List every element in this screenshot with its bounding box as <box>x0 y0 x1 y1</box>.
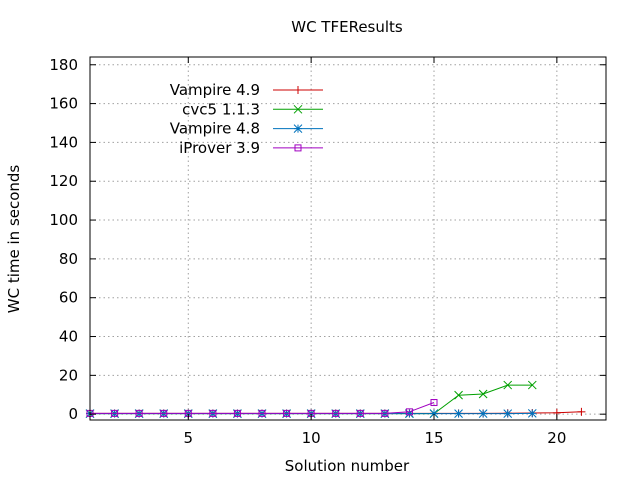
data-point <box>527 409 537 418</box>
y-axis-label: WC time in seconds <box>5 165 23 314</box>
marker-stroke <box>293 104 303 114</box>
data-point <box>111 409 119 417</box>
x-axis-label: Solution number <box>285 457 410 475</box>
marker-stroke <box>356 409 364 417</box>
axis-ticks: 0 20 40 60 80 100 120 140 160 180 5 10 15 20 <box>49 56 606 447</box>
marker-stroke <box>160 409 168 417</box>
marker-stroke <box>429 409 439 418</box>
data-point <box>405 408 413 416</box>
data-point <box>283 409 291 417</box>
data-point <box>454 409 463 418</box>
marker-stroke <box>381 409 389 417</box>
legend-marker <box>294 144 302 152</box>
x-tick-label: 10 <box>302 429 321 447</box>
y-tick-label: 120 <box>49 172 78 190</box>
legend-marker <box>293 104 303 114</box>
series-layer <box>85 380 586 418</box>
data-point <box>209 409 217 417</box>
marker-stroke <box>233 409 241 417</box>
data-point <box>430 399 438 407</box>
data-point <box>160 409 168 417</box>
y-tick-label: 20 <box>59 366 78 384</box>
marker-stroke <box>527 380 537 390</box>
y-tick-label: 100 <box>49 211 78 229</box>
data-point <box>381 409 389 417</box>
marker-stroke <box>454 390 463 400</box>
marker-stroke <box>478 409 488 418</box>
data-point <box>258 409 266 417</box>
legend-label: Vampire 4.9 <box>170 81 260 99</box>
data-point <box>332 409 340 417</box>
data-point <box>503 380 513 390</box>
marker-stroke <box>332 409 340 417</box>
data-point <box>478 409 488 418</box>
marker-stroke <box>503 380 513 390</box>
y-tick-label: 140 <box>49 133 78 151</box>
marker-stroke <box>294 144 302 152</box>
y-tick-label: 80 <box>59 250 78 268</box>
legend-label: iProver 3.9 <box>179 139 260 157</box>
marker-stroke <box>405 408 413 416</box>
marker-stroke <box>258 409 266 417</box>
marker-stroke <box>430 399 438 407</box>
data-point <box>135 409 143 417</box>
x-tick-label: 20 <box>547 429 566 447</box>
y-tick-label: 0 <box>68 405 78 423</box>
x-tick-label: 5 <box>184 429 194 447</box>
y-tick-label: 60 <box>59 289 78 307</box>
marker-stroke <box>293 124 303 133</box>
y-tick-label: 180 <box>49 56 78 74</box>
marker-stroke <box>503 409 513 418</box>
data-point <box>478 389 488 399</box>
legend-label: cvc5 1.1.3 <box>182 100 260 118</box>
marker-stroke <box>454 409 463 418</box>
data-point <box>356 409 364 417</box>
legend-marker <box>294 86 302 94</box>
series-iprover-3-9 <box>86 399 438 417</box>
marker-stroke <box>478 389 488 399</box>
data-point <box>454 390 463 400</box>
data-point <box>527 380 537 390</box>
data-point <box>577 407 586 416</box>
x-tick-label: 15 <box>424 429 443 447</box>
series-line <box>90 402 435 414</box>
plot-frame <box>89 56 607 421</box>
marker-stroke <box>111 409 119 417</box>
grid-lines <box>90 57 606 420</box>
y-tick-label: 160 <box>49 95 78 113</box>
legend-label: Vampire 4.8 <box>170 120 260 138</box>
data-point <box>233 409 241 417</box>
data-point <box>503 409 513 418</box>
marker-stroke <box>135 409 143 417</box>
legend-marker <box>293 124 303 133</box>
y-tick-label: 40 <box>59 328 78 346</box>
marker-stroke <box>527 409 537 418</box>
data-point <box>429 409 439 418</box>
marker-stroke <box>283 409 291 417</box>
chart-title: WC TFEResults <box>291 18 403 36</box>
marker-stroke <box>209 409 217 417</box>
